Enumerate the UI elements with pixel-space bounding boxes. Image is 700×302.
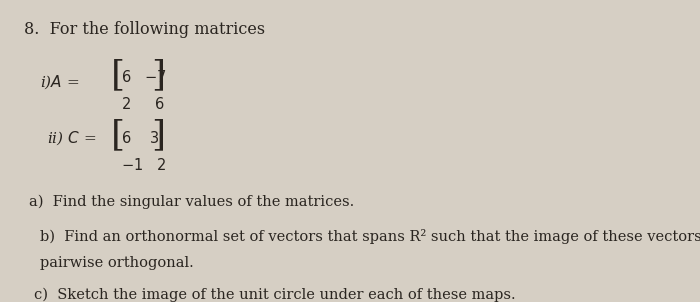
Text: 8.  For the following matrices: 8. For the following matrices [25,21,265,38]
Text: $6\quad{-7}$: $6\quad{-7}$ [121,69,167,85]
Text: b)  Find an orthonormal set of vectors that spans R² such that the image of thes: b) Find an orthonormal set of vectors th… [39,229,700,244]
Text: $6\quad\ 3$: $6\quad\ 3$ [121,130,159,146]
Text: a)  Find the singular values of the matrices.: a) Find the singular values of the matri… [29,194,355,209]
Text: ]: ] [151,58,165,92]
Text: pairwise orthogonal.: pairwise orthogonal. [39,256,193,270]
Text: c)  Sketch the image of the unit circle under each of these maps.: c) Sketch the image of the unit circle u… [34,288,516,302]
Text: ]: ] [151,118,165,153]
Text: $-1\quad 2$: $-1\quad 2$ [121,157,167,173]
Text: i)$A$ =: i)$A$ = [39,73,79,91]
Text: [: [ [111,118,125,153]
Text: ii) $C$ =: ii) $C$ = [47,130,97,147]
Text: [: [ [111,58,125,92]
Text: $2\quad\ \ 6$: $2\quad\ \ 6$ [121,96,164,112]
